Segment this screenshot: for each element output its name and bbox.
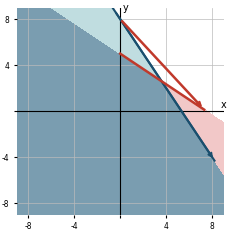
Text: x: x [220,100,226,110]
Text: y: y [123,3,128,13]
